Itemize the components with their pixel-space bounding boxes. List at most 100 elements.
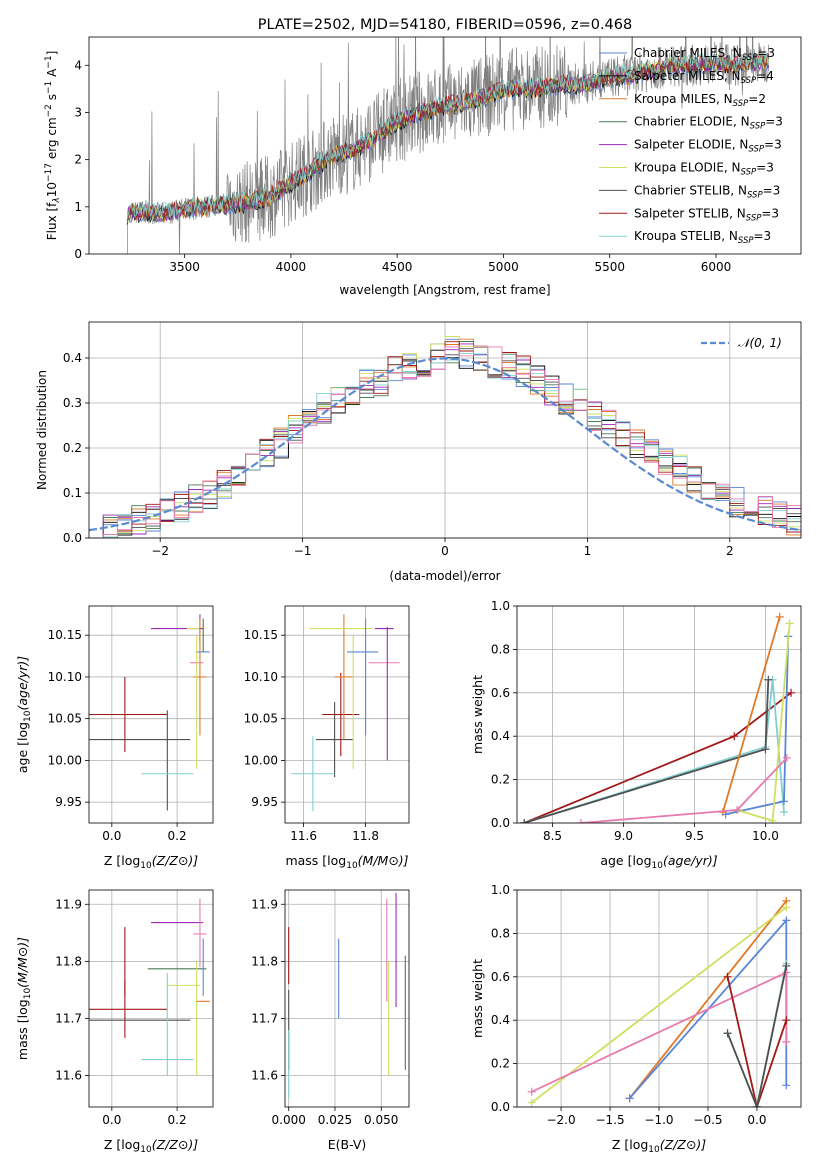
legend-suffix: =3 [764, 138, 782, 152]
y-tick-label: 0.0 [63, 531, 82, 545]
mass-vs-ebv-chart: 0.000 0.025 0.050 11.6 11.7 11.8 11.9 E(B-V) [251, 889, 410, 1152]
label-part: Z [log [104, 1137, 140, 1152]
errorbar-point [193, 618, 207, 736]
observed-spectrum-line [126, 37, 770, 254]
y-tick-label: 1.0 [491, 883, 510, 897]
legend-entry: Chabrier STELIB, NSSP=3 [634, 183, 780, 200]
mass-weight-marker [527, 1098, 536, 1107]
legend-text: Salpeter STELIB, N [634, 206, 746, 220]
x-tick-label: 0.2 [168, 1113, 187, 1127]
legend-entry: Salpeter STELIB, NSSP=3 [634, 206, 779, 223]
errorbar-point [334, 614, 354, 740]
mass-weight-marker [785, 619, 794, 628]
y-axis-label: Flux [fλ10−17 erg cm−2 s−1 A−1] [44, 51, 62, 241]
mass-weight-marker [723, 1029, 732, 1038]
x-tick-label: 0.2 [168, 829, 187, 843]
mass-vs-ebv-frame [284, 889, 410, 1108]
mass-weight-marker [730, 732, 739, 741]
age-vs-mass-frame [284, 605, 410, 824]
y-tick-label: 2 [74, 153, 82, 167]
mass-weight-marker [768, 816, 777, 823]
spectrum-plot-area [126, 37, 770, 254]
mass-weight-series-line [628, 900, 788, 1099]
mass-weight-vs-age-plot-area [520, 612, 796, 823]
x-tick-label: 10.0 [752, 829, 779, 843]
y-axis-label: Normed distribution [35, 370, 49, 490]
x-tick-label: −1.0 [644, 1113, 673, 1127]
y-tick-label: 10.15 [48, 628, 82, 642]
x-axis-label: Z [log10(Z/Z⊙)] [612, 1137, 706, 1155]
residuals-chart: −2 −1 0 1 2 0.0 0.1 0.2 0.3 0.4 𝒩(0, 1) (data-model… [35, 321, 802, 583]
mass-weight-marker [761, 745, 770, 754]
y-tick-label: 11.7 [251, 1011, 278, 1025]
legend-text: Chabrier MILES, N [634, 46, 742, 60]
mass-weight-vs-age-chart: 8.5 9.0 9.5 10.0 0.0 0.2 0.4 0.6 0.8 1.0 age [log1… [470, 599, 802, 871]
y-tick-label: 0.2 [63, 441, 82, 455]
label-part: mass [log [285, 853, 346, 868]
y-tick-label: 11.6 [251, 1069, 278, 1083]
y-axis-label-part: s [45, 94, 59, 104]
mass-weight-vs-z-chart: −2.0 −1.5 −1.0 −0.5 0.0 0.0 0.2 0.4 0.6 0.8 1.0 Z [… [470, 883, 802, 1155]
y-tick-label: 0 [74, 247, 82, 261]
errorbar-point [89, 676, 168, 753]
x-tick-label: −1 [294, 544, 312, 558]
legend-suffix: =3 [763, 183, 781, 197]
mass-weight-series-line [531, 906, 787, 1104]
mass-vs-z-axes: 0.0 0.2 11.6 11.7 11.8 11.9 [55, 890, 213, 1127]
y-axis-label-part: λ [52, 197, 62, 203]
label-subscript: 10 [23, 988, 33, 1000]
x-tick-label: 4500 [382, 260, 413, 274]
mass-weight-series-line [523, 679, 770, 823]
x-tick-label: 0 [441, 544, 449, 558]
y-tick-label: 9.95 [55, 795, 82, 809]
mass-weight-marker [527, 1087, 536, 1096]
y-tick-label: 11.7 [55, 1011, 82, 1025]
x-axis-label: age [log10(age/yr)] [600, 853, 717, 871]
legend-text: Salpeter ELODIE, N [634, 138, 748, 152]
mass-weight-vs-age-frame [516, 605, 802, 824]
label-part: (age/yr)] [663, 853, 718, 868]
mass-weight-marker [723, 972, 732, 981]
x-tick-label: 1 [584, 544, 592, 558]
y-axis-label-part: Flux [f [45, 202, 59, 240]
mass-weight-marker [779, 808, 788, 817]
legend-subscript: SSP [741, 168, 757, 178]
y-axis-label: mass [log10(M/M⊙)] [15, 937, 33, 1060]
legend-suffix: =3 [754, 229, 772, 243]
legend-entry: Kroupa MILES, NSSP=2 [634, 92, 766, 109]
legend-subscript: SSP [741, 76, 757, 86]
mass-weight-marker [782, 1037, 791, 1046]
y-axis-label-part: −1 [44, 81, 54, 94]
legend-suffix: =3 [761, 206, 779, 220]
age-vs-mass-plot-area [291, 614, 400, 812]
legend-subscript: SSP [748, 145, 764, 155]
x-tick-label: 5000 [488, 260, 519, 274]
legend-entry: Salpeter MILES, NSSP=4 [634, 69, 774, 86]
mass-weight-marker [782, 1016, 791, 1025]
mass-weight-marker [782, 1081, 791, 1090]
age-vs-z-frame [88, 605, 214, 824]
y-tick-label: 1.0 [491, 599, 510, 613]
y-tick-label: 0.4 [63, 351, 82, 365]
x-tick-label: 11.6 [290, 829, 317, 843]
legend-suffix: =3 [765, 115, 783, 129]
x-tick-label: 6000 [701, 260, 732, 274]
x-axis-label: (data-model)/error [389, 569, 500, 583]
errorbar-point [291, 736, 335, 812]
x-tick-label: 9.0 [614, 829, 633, 843]
y-tick-label: 0.6 [491, 686, 510, 700]
x-tick-label: −0.5 [693, 1113, 722, 1127]
legend-suffix: =4 [756, 69, 774, 83]
y-tick-label: 0.0 [491, 816, 510, 830]
legend-subscript: SSP [738, 236, 754, 246]
x-tick-label: 0.025 [318, 1113, 352, 1127]
mass-weight-marker [782, 916, 791, 925]
y-tick-label: 0.2 [491, 1057, 510, 1071]
legend-suffix: =3 [757, 46, 775, 60]
y-tick-label: 0.8 [491, 926, 510, 940]
y-tick-label: 10.10 [244, 670, 278, 684]
x-tick-label: 8.5 [543, 829, 562, 843]
y-tick-label: 3 [74, 105, 82, 119]
